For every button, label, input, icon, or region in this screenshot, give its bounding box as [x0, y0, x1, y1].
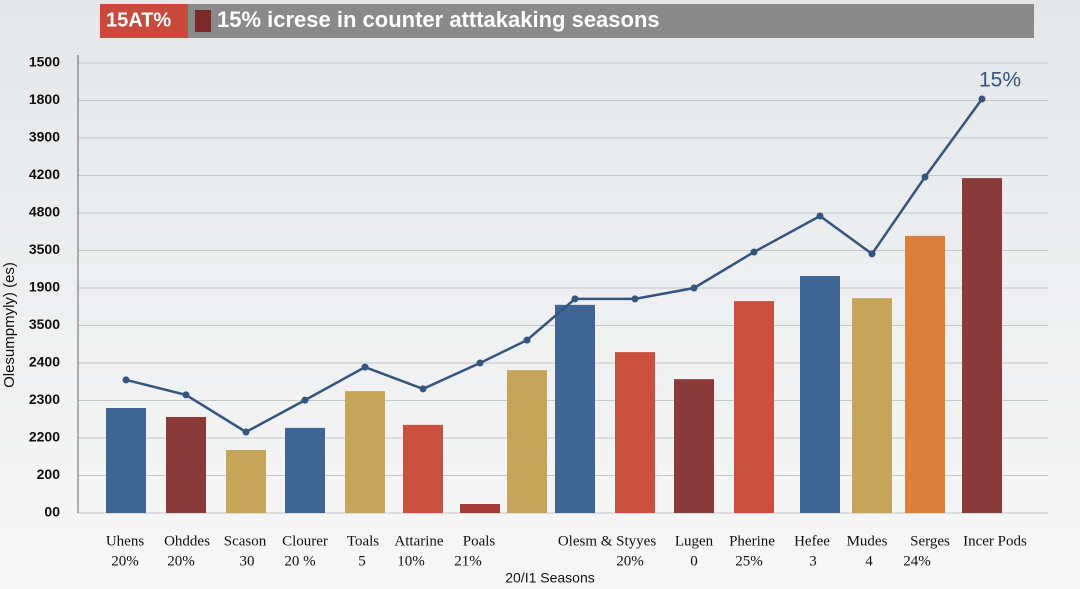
x-tick-sublabel: 3 [809, 553, 817, 569]
chart-title: 15% icrese in counter atttakaking season… [217, 7, 660, 32]
y-tick-label: 1900 [29, 279, 60, 295]
trend-point [122, 376, 130, 384]
trend-line [125, 98, 984, 434]
bar [555, 304, 595, 513]
trend-point [419, 385, 427, 393]
trend-point [361, 363, 369, 371]
bar [345, 391, 385, 513]
y-axis-label: Olesumpmyly) (es) [1, 262, 18, 388]
y-tick-label: 00 [44, 504, 60, 520]
y-tick-label: 2300 [29, 391, 60, 407]
x-tick-sublabel: 10% [397, 553, 425, 569]
bar [905, 235, 945, 513]
y-tick-label: 3500 [29, 241, 60, 257]
x-tick-label: Toals [347, 533, 379, 549]
x-axis-label: 20/I1 Seasons [505, 570, 595, 586]
badge-box [100, 4, 188, 38]
x-tick-label: Mudes [847, 533, 888, 549]
y-tick-label: 1500 [29, 54, 60, 70]
bar [460, 504, 500, 513]
x-tick-label: Lugen [675, 533, 714, 549]
x-tick-label: Ohddes [164, 533, 210, 549]
trend-point [631, 295, 639, 303]
trend-point [816, 212, 824, 220]
bar [226, 450, 266, 513]
x-tick-label: Hefee [794, 533, 830, 549]
bar [106, 408, 146, 513]
trend-point [242, 428, 250, 436]
bar [285, 427, 325, 513]
x-tick-label: Clourer [282, 533, 328, 549]
trend-point [921, 173, 929, 181]
x-tick-sublabel: 20% [616, 553, 644, 569]
bar [674, 379, 714, 513]
x-tick-label: Attarine [394, 533, 443, 549]
bar [800, 276, 840, 513]
bar [403, 424, 443, 513]
annotation: 15% [979, 69, 1021, 92]
x-tick-sublabel: 21% [454, 553, 482, 569]
x-tick-sublabel: 20% [111, 553, 139, 569]
trend-point [978, 95, 986, 103]
bar [852, 298, 892, 513]
x-tick-label: Incer Pods [963, 533, 1027, 549]
x-tick-sublabel: 30 [240, 553, 255, 569]
x-tick-sublabel: 4 [865, 553, 873, 569]
y-tick-label: 3500 [29, 316, 60, 332]
bar [962, 178, 1002, 513]
y-tick-label: 2200 [29, 429, 60, 445]
x-tick-label: Pherine [729, 533, 775, 549]
trend-point [476, 359, 484, 367]
y-tick-label: 200 [37, 466, 61, 482]
trend-point [750, 248, 758, 256]
x-tick-sublabel: 0 [690, 553, 698, 569]
trend-point [182, 391, 190, 399]
x-tick-sublabel: 20% [167, 553, 195, 569]
y-tick-label: 2400 [29, 354, 60, 370]
bar [615, 352, 655, 513]
x-tick-label: Poals [463, 533, 496, 549]
trend-point [868, 250, 876, 258]
y-tick-label: 3900 [29, 129, 60, 145]
title-bar [100, 4, 1034, 38]
trend-point [690, 284, 698, 292]
trend-point [523, 336, 531, 344]
x-tick-label: Olesm & Styyes [558, 533, 656, 549]
badge: 15AT% [106, 9, 171, 31]
title-icon [195, 10, 211, 32]
x-tick-label: Uhens [106, 533, 144, 549]
x-tick-sublabel: 24% [903, 553, 931, 569]
x-tick-label: Serges [910, 533, 950, 549]
y-tick-label: 4200 [29, 166, 60, 182]
x-tick-sublabel: 20 % [284, 553, 315, 569]
bar [166, 417, 206, 513]
x-tick-label: Scason [224, 533, 267, 549]
trend-point [301, 396, 309, 404]
y-tick-label: 1800 [29, 91, 60, 107]
bar [507, 370, 547, 513]
x-tick-sublabel: 25% [735, 553, 763, 569]
y-tick-label: 4800 [29, 204, 60, 220]
trend-point [571, 295, 579, 303]
bar [734, 301, 774, 513]
x-tick-sublabel: 5 [358, 553, 366, 569]
